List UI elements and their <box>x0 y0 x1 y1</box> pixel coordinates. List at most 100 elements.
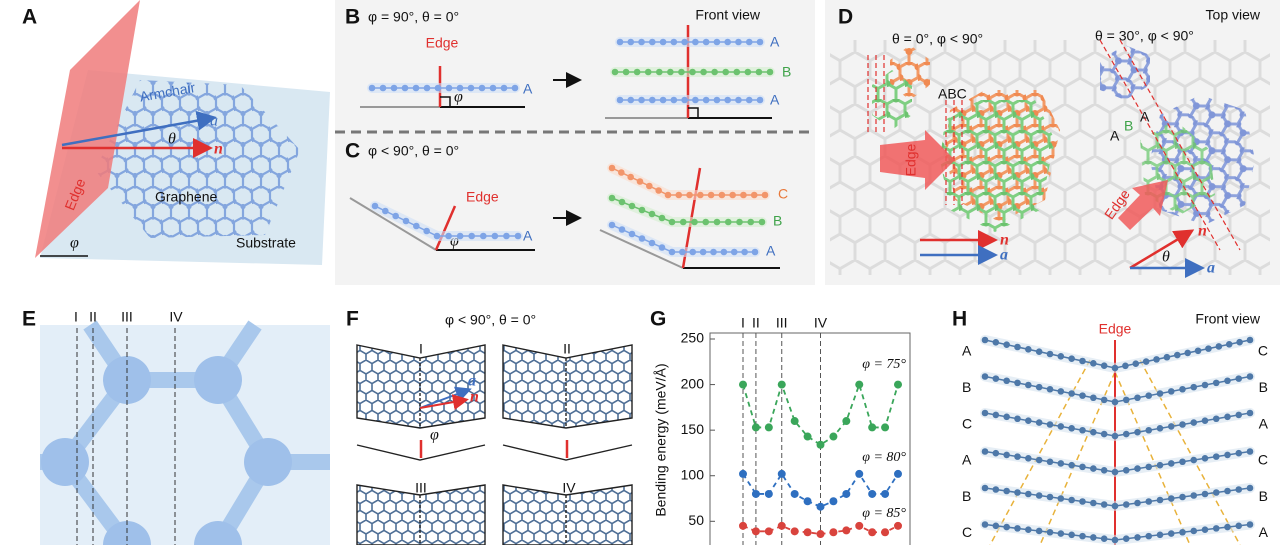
atom <box>1212 379 1220 387</box>
atom <box>670 38 678 46</box>
atom <box>1167 530 1175 537</box>
atom <box>433 232 441 240</box>
atom <box>1035 456 1043 464</box>
layer-label: A <box>523 228 533 244</box>
atom <box>992 411 1000 419</box>
atom <box>1014 415 1021 423</box>
data-point <box>816 440 825 449</box>
data-point <box>751 423 760 432</box>
line-label: II <box>89 309 97 325</box>
n-arrow <box>1129 229 1195 270</box>
atom <box>413 222 420 230</box>
atom <box>992 522 1000 530</box>
atom <box>1212 415 1220 423</box>
atom <box>1201 526 1209 533</box>
data-point <box>881 423 890 432</box>
atom <box>445 84 453 92</box>
atom <box>1068 425 1075 432</box>
atom <box>1100 430 1108 438</box>
phi-label: φ <box>430 427 439 444</box>
layer-label: A <box>962 343 972 359</box>
flake <box>940 100 1055 232</box>
atom <box>1190 419 1198 426</box>
atom <box>1156 425 1164 432</box>
atom <box>1179 493 1186 501</box>
atom <box>1079 463 1086 471</box>
atom <box>1212 453 1220 460</box>
atom <box>1224 523 1231 531</box>
n-label: n <box>214 141 223 158</box>
atom <box>1079 498 1086 505</box>
edge-plane <box>35 0 140 258</box>
atom <box>1179 421 1186 428</box>
atom <box>1057 423 1065 430</box>
panel-label: B <box>345 6 360 29</box>
atom <box>491 232 499 240</box>
layer-label: B <box>782 64 791 80</box>
atom <box>1224 413 1231 421</box>
flake <box>872 70 912 130</box>
atom <box>1174 351 1181 359</box>
plot-frame <box>709 332 911 545</box>
data-point <box>803 528 812 537</box>
x-tick-label: I <box>741 315 745 331</box>
data-point <box>829 528 838 537</box>
atom <box>638 206 646 214</box>
atom <box>1236 338 1243 346</box>
atom <box>412 84 420 92</box>
atom <box>1167 423 1175 430</box>
atom <box>724 38 731 46</box>
atom <box>707 191 715 199</box>
atom <box>1068 390 1075 397</box>
data-point <box>764 489 773 498</box>
atom <box>1003 377 1010 385</box>
atom <box>733 68 741 76</box>
atom <box>1046 350 1054 358</box>
data-point <box>790 527 799 536</box>
atom <box>1190 492 1198 499</box>
layer-label: C <box>778 186 788 202</box>
atom <box>1111 502 1119 510</box>
y-tick-label: 100 <box>681 466 705 482</box>
atom <box>401 84 409 92</box>
atom <box>750 191 758 199</box>
y-tick-label: 250 <box>681 330 705 346</box>
atom <box>468 232 476 240</box>
atom <box>648 239 656 247</box>
atom <box>1179 385 1186 393</box>
atom <box>735 96 742 104</box>
atom <box>1179 458 1186 466</box>
atom <box>659 96 667 104</box>
atom <box>1025 417 1032 424</box>
stacking-label: ABC <box>938 86 967 102</box>
data-point <box>790 489 799 498</box>
atom <box>659 38 667 46</box>
atom <box>655 68 663 76</box>
layer-label: C <box>1258 343 1268 359</box>
layer-label: A <box>766 243 776 259</box>
atom <box>1111 536 1119 544</box>
atom <box>1122 362 1129 370</box>
atom <box>689 68 696 76</box>
atom <box>1100 466 1108 474</box>
atom <box>697 191 704 199</box>
right-angle <box>688 107 699 118</box>
condition: θ = 0°, φ < 90° <box>892 31 983 47</box>
atom <box>1025 381 1032 389</box>
atom <box>1003 413 1010 421</box>
atom <box>1246 484 1254 492</box>
atom <box>667 68 674 76</box>
atom <box>713 96 721 104</box>
atom <box>1235 375 1243 382</box>
atom <box>1122 396 1130 404</box>
graphene-label: Graphene <box>155 189 217 205</box>
subpanel-label: II <box>563 341 571 357</box>
atom <box>1235 522 1243 530</box>
atom <box>638 235 646 242</box>
atom <box>658 214 666 222</box>
atom <box>686 191 693 199</box>
atom <box>627 38 635 46</box>
atom <box>1246 448 1254 455</box>
atom <box>628 230 636 238</box>
